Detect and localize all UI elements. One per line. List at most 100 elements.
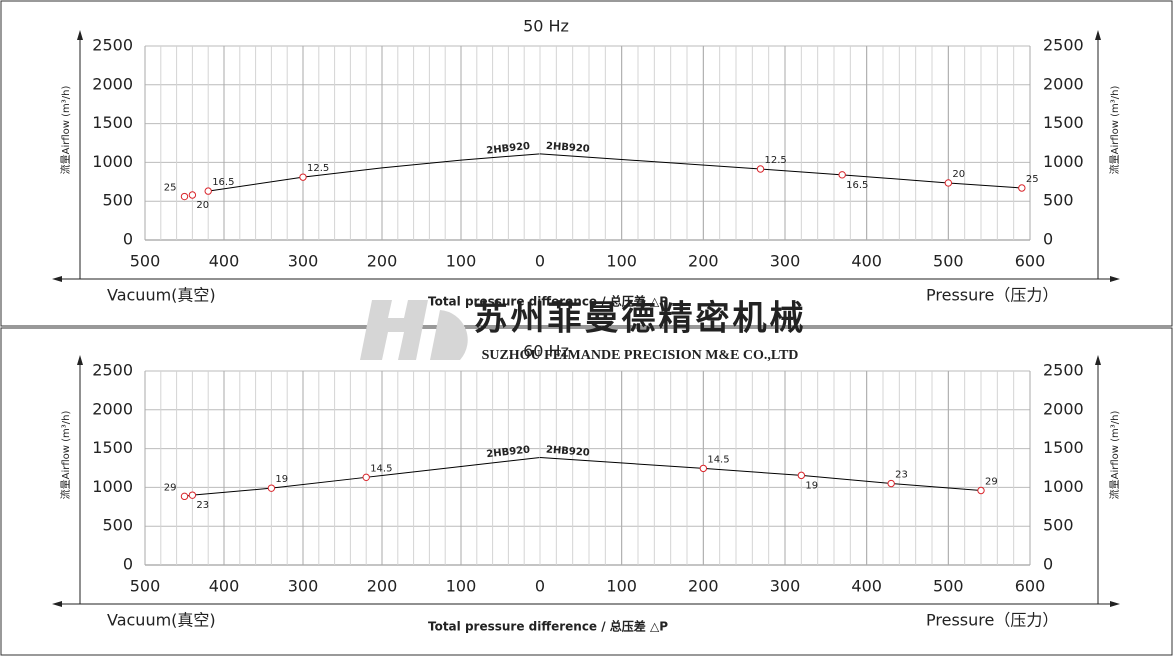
point-label: 23 — [196, 500, 209, 511]
y-tick-label: 2000 — [1043, 74, 1084, 93]
arrow — [77, 355, 83, 365]
y-tick-label: 2000 — [92, 74, 133, 93]
x-tick-label: 200 — [367, 252, 398, 271]
point-label: 19 — [805, 480, 818, 491]
x-tick-label: 400 — [851, 252, 882, 271]
arrow — [1110, 601, 1120, 607]
point — [887, 479, 895, 488]
point-label: 19 — [275, 474, 288, 485]
arrow — [1095, 355, 1101, 365]
y-tick-label: 0 — [1043, 555, 1053, 574]
point-label: 23 — [895, 470, 908, 481]
point — [797, 471, 806, 480]
y-tick-label: 500 — [1043, 516, 1074, 535]
chart-title: 50 Hz — [523, 17, 569, 36]
point — [756, 165, 765, 173]
x-tick-label: 200 — [688, 577, 719, 596]
curve — [208, 153, 541, 192]
x-tick-label: 500 — [933, 252, 964, 271]
x-tick-label: 300 — [770, 252, 801, 271]
x-tick-label: 400 — [209, 252, 240, 271]
x-tick-label: 400 — [851, 577, 882, 596]
y-tick-label: 500 — [102, 191, 133, 210]
x-tick-label: 500 — [130, 577, 161, 596]
y-tick-label: 1500 — [92, 113, 133, 132]
point-label: 20 — [196, 200, 209, 211]
arrow — [52, 276, 62, 282]
y-tick-label: 500 — [102, 516, 133, 535]
y-axis-label: 流量Airflow (m³/h) — [1108, 411, 1121, 500]
arrow — [1110, 276, 1120, 282]
frame — [0, 327, 1173, 656]
x-tick-label: 300 — [288, 252, 319, 271]
chart-title: 60 Hz — [523, 342, 569, 361]
point — [180, 192, 189, 201]
watermark-cn: 苏州菲曼德精密机械 — [474, 299, 807, 339]
side-label: Vacuum(真空) — [107, 611, 216, 630]
y-tick-label: 2000 — [92, 399, 133, 418]
x-tick-label: 500 — [130, 252, 161, 271]
side-label: Vacuum(真空) — [107, 286, 216, 305]
series-name: 2HB920 — [546, 141, 591, 155]
point — [977, 486, 985, 495]
x-axis-label: Total pressure difference / 总压差 △P — [428, 294, 668, 309]
x-tick-label: 300 — [288, 577, 319, 596]
point-label: 16.5 — [846, 180, 868, 191]
point-label: 29 — [164, 482, 177, 493]
point — [944, 179, 953, 187]
side-label: Pressure（压力） — [926, 611, 1058, 630]
x-tick-label: 0 — [535, 252, 545, 271]
point — [204, 187, 212, 195]
point — [188, 491, 197, 499]
watermark-logo — [360, 300, 468, 360]
point — [267, 484, 276, 492]
y-axis-label: 流量Airflow (m³/h) — [1108, 86, 1121, 175]
y-tick-label: 2000 — [1043, 399, 1084, 418]
y-tick-label: 0 — [1043, 230, 1053, 249]
y-tick-label: 2500 — [1043, 36, 1084, 55]
point — [1018, 184, 1026, 192]
point-label: 25 — [1026, 174, 1039, 185]
series-name: 2HB920 — [546, 445, 591, 459]
y-axis-label: 流量Airflow (m³/h) — [59, 411, 72, 500]
y-tick-label: 0 — [123, 555, 133, 574]
point-label: 29 — [985, 477, 998, 488]
y-tick-label: 2500 — [1043, 361, 1084, 380]
frame — [0, 0, 1173, 327]
point — [699, 464, 708, 473]
y-tick-label: 1500 — [92, 438, 133, 457]
point-label: 16.5 — [212, 177, 234, 188]
y-tick-label: 1000 — [1043, 152, 1084, 171]
x-tick-label: 100 — [446, 577, 477, 596]
x-tick-label: 100 — [606, 252, 637, 271]
y-tick-label: 500 — [1043, 191, 1074, 210]
y-tick-label: 1000 — [92, 152, 133, 171]
x-tick-label: 600 — [1015, 252, 1046, 271]
arrow — [77, 30, 83, 40]
point-label: 14.5 — [370, 463, 392, 474]
x-tick-label: 500 — [933, 577, 964, 596]
point — [362, 473, 370, 482]
side-label: Pressure（压力） — [926, 286, 1058, 305]
series-name: 2HB920 — [486, 141, 531, 157]
point — [180, 492, 189, 501]
x-tick-label: 400 — [209, 577, 240, 596]
curve — [184, 457, 541, 497]
x-tick-label: 200 — [367, 577, 398, 596]
y-tick-label: 1000 — [1043, 477, 1084, 496]
arrow — [52, 601, 62, 607]
point — [299, 173, 307, 181]
x-tick-label: 100 — [606, 577, 637, 596]
series-name: 2HB920 — [486, 445, 531, 461]
x-tick-label: 600 — [1015, 577, 1046, 596]
x-tick-label: 300 — [770, 577, 801, 596]
point — [188, 191, 197, 199]
y-tick-label: 1000 — [92, 477, 133, 496]
point-label: 14.5 — [707, 454, 729, 465]
x-tick-label: 0 — [535, 577, 545, 596]
x-axis-label: Total pressure difference / 总压差 △P — [428, 619, 668, 634]
y-tick-label: 2500 — [92, 36, 133, 55]
y-tick-label: 0 — [123, 230, 133, 249]
curve — [539, 457, 982, 492]
